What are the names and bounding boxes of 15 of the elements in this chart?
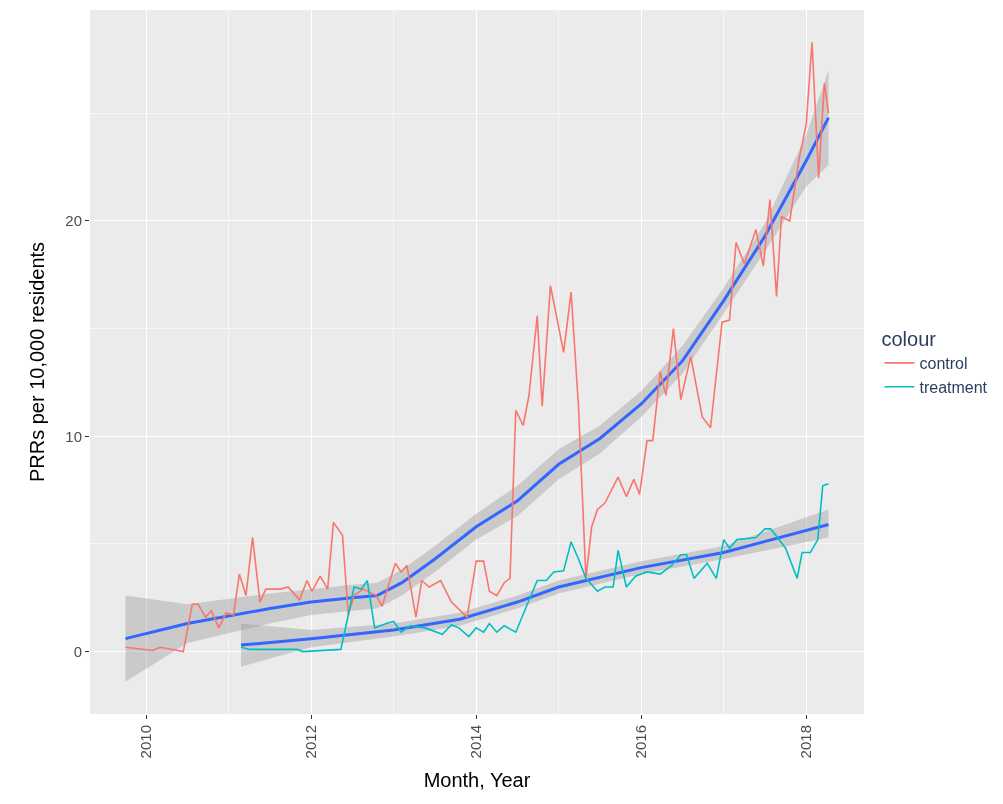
y-axis-title: PRRs per 10,000 residents [25,241,48,483]
x-tick-label: 2014 [467,725,485,759]
y-tick-label: 20 [65,212,82,230]
legend-label: treatment [919,378,988,396]
x-tick-label: 2010 [136,725,154,759]
line-series [240,482,830,653]
x-tick-label: 2012 [302,725,320,759]
y-tick-label: 10 [65,427,82,445]
y-tick-label: 0 [73,642,82,660]
x-tick-label: 2018 [797,725,815,759]
line-series [239,523,831,647]
legend-label: control [919,355,968,373]
x-tick-label: 2016 [632,725,650,759]
x-axis-title: Month, Year [423,768,531,791]
legend-title: colour [881,328,937,350]
